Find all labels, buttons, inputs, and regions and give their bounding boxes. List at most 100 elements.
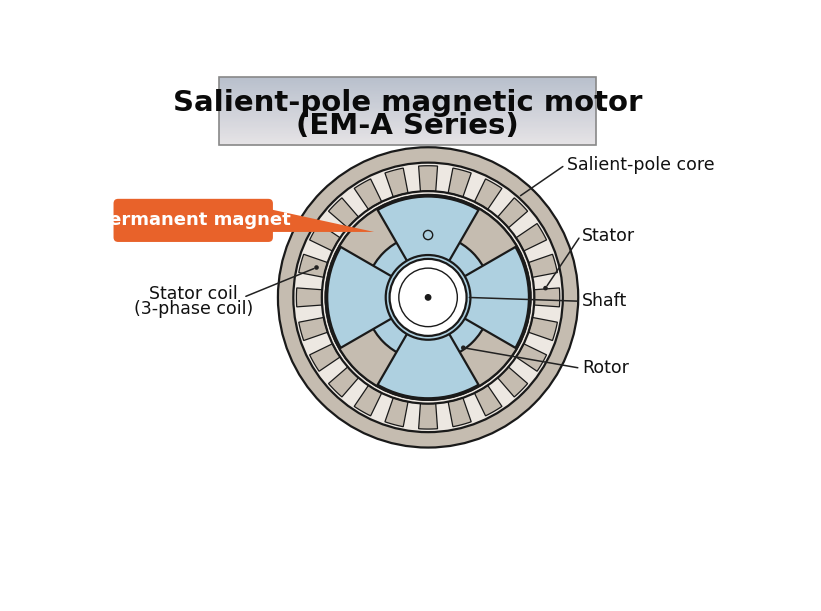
Polygon shape [299, 318, 328, 340]
Circle shape [365, 234, 491, 360]
Bar [218, 139, 596, 141]
Bar [218, 85, 596, 86]
Polygon shape [354, 386, 382, 416]
Bar [218, 106, 596, 108]
Bar [218, 80, 596, 82]
Polygon shape [475, 386, 502, 416]
Text: Permanent magnet: Permanent magnet [96, 211, 291, 229]
Text: Stator: Stator [582, 227, 635, 245]
Bar [218, 120, 596, 121]
Polygon shape [354, 179, 382, 210]
Circle shape [544, 286, 548, 290]
Bar [218, 90, 596, 92]
Bar [218, 111, 596, 112]
Bar [218, 84, 596, 85]
Text: (3-phase coil): (3-phase coil) [134, 300, 253, 318]
Bar [218, 114, 596, 115]
Bar [218, 122, 596, 123]
Bar [218, 77, 596, 78]
Wedge shape [334, 203, 428, 298]
Bar [218, 88, 596, 90]
Circle shape [424, 230, 433, 240]
Polygon shape [419, 403, 438, 429]
Polygon shape [529, 254, 557, 277]
Bar [218, 144, 596, 145]
Bar [218, 113, 596, 114]
Bar [218, 117, 596, 119]
Polygon shape [516, 344, 547, 371]
Wedge shape [378, 197, 479, 298]
Polygon shape [516, 224, 547, 251]
Polygon shape [475, 179, 502, 210]
Bar [218, 81, 596, 83]
Polygon shape [385, 168, 408, 197]
Bar [218, 134, 596, 136]
Wedge shape [428, 203, 522, 298]
Circle shape [326, 195, 530, 400]
Bar [218, 105, 596, 106]
Polygon shape [299, 254, 328, 277]
Polygon shape [310, 224, 340, 251]
Bar [218, 78, 596, 79]
Bar [218, 132, 596, 134]
Wedge shape [428, 247, 529, 348]
Polygon shape [296, 288, 322, 307]
Bar [218, 124, 596, 126]
Circle shape [278, 147, 578, 447]
FancyBboxPatch shape [113, 199, 273, 242]
Text: Salient-pole core: Salient-pole core [566, 156, 714, 174]
Circle shape [293, 163, 563, 432]
Bar [218, 109, 596, 111]
Text: Rotor: Rotor [582, 359, 629, 377]
Bar [218, 136, 596, 137]
Bar [218, 79, 596, 81]
Wedge shape [428, 298, 522, 392]
Polygon shape [328, 198, 359, 228]
Circle shape [314, 265, 319, 270]
Bar [218, 89, 596, 90]
Bar [218, 92, 596, 93]
Bar [218, 97, 596, 98]
Circle shape [461, 345, 466, 350]
Bar [218, 93, 596, 94]
Bar [218, 108, 596, 110]
Polygon shape [268, 209, 374, 232]
Bar [218, 77, 596, 145]
Circle shape [390, 259, 466, 336]
Polygon shape [498, 367, 528, 397]
Bar [218, 131, 596, 133]
Bar [218, 130, 596, 131]
Polygon shape [419, 166, 438, 191]
Bar [218, 112, 596, 113]
Bar [218, 87, 596, 89]
Bar [218, 100, 596, 102]
Polygon shape [529, 318, 557, 340]
Polygon shape [448, 168, 471, 197]
Polygon shape [310, 344, 340, 371]
Bar [218, 96, 596, 98]
Bar [218, 142, 596, 144]
Bar [218, 119, 596, 120]
Bar [218, 141, 596, 143]
Circle shape [386, 255, 470, 340]
Bar [218, 128, 596, 129]
Bar [218, 129, 596, 130]
Bar [218, 125, 596, 127]
Polygon shape [385, 398, 408, 426]
Bar [218, 103, 596, 104]
Circle shape [399, 268, 457, 327]
Bar [218, 140, 596, 142]
Wedge shape [334, 298, 428, 392]
Bar [218, 98, 596, 100]
Bar [218, 115, 596, 117]
Bar [218, 108, 596, 109]
Circle shape [425, 295, 431, 300]
Wedge shape [328, 247, 428, 348]
Bar [218, 137, 596, 138]
Bar [218, 100, 596, 101]
Text: Salient-pole magnetic motor: Salient-pole magnetic motor [172, 89, 642, 117]
Bar [218, 116, 596, 118]
Bar [218, 82, 596, 84]
Text: (EM-A Series): (EM-A Series) [296, 112, 519, 140]
Bar [218, 101, 596, 103]
